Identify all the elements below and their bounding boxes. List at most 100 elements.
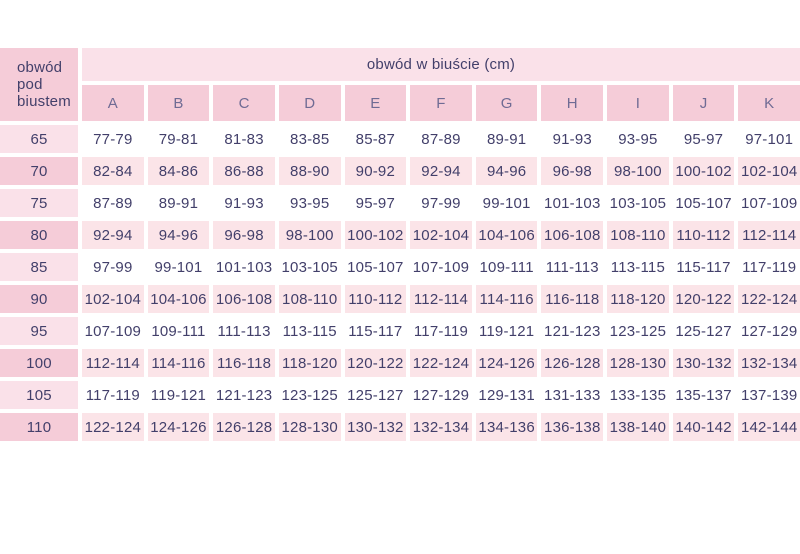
size-range-cell-70-j: 100-102	[672, 157, 735, 185]
size-range-cell-80-k: 112-114	[738, 221, 800, 249]
size-range-cell-100-b: 114-116	[147, 349, 210, 377]
underbust-header-label: obwód pod biustem	[17, 59, 71, 110]
size-range-cell-65-i: 93-95	[618, 130, 658, 148]
size-range-cell-85-b: 99-101	[154, 258, 203, 276]
size-range-cell-90-i: 118-120	[607, 285, 669, 313]
size-range-cell-70-e: 90-92	[344, 157, 407, 185]
size-range-cell-100-h: 126-128	[541, 349, 604, 377]
size-range-cell-110-d: 128-130	[278, 413, 341, 441]
size-range-cell-75-i: 103-105	[609, 194, 667, 212]
size-range-cell-75-a: 87-89	[93, 194, 133, 212]
size-range-cell-90-k: 122-124	[738, 285, 800, 313]
size-range-cell-65-c: 81-83	[224, 130, 264, 148]
size-range-cell-90-j: 120-122	[672, 285, 735, 313]
size-range-cell-70-i: 98-100	[607, 157, 669, 185]
size-range-cell-85-h: 111-113	[545, 258, 599, 276]
size-range-cell-90-h: 116-118	[541, 285, 604, 313]
size-range-cell-110-g: 134-136	[475, 413, 538, 441]
size-range-cell-65-j: 95-97	[683, 130, 724, 148]
size-range-cell-90-g: 114-116	[475, 285, 538, 313]
size-range-cell-80-d: 98-100	[278, 221, 341, 249]
size-range-cell-70-b: 84-86	[147, 157, 210, 185]
size-range-cell-100-j: 130-132	[672, 349, 735, 377]
size-range-cell-85-k: 117-119	[742, 258, 797, 276]
size-range-cell-100-f: 122-124	[410, 349, 472, 377]
size-range-cell-95-a: 107-109	[84, 322, 142, 340]
size-range-cell-75-h: 101-103	[544, 194, 601, 212]
size-range-cell-95-h: 121-123	[544, 322, 601, 340]
size-range-cell-70-f: 92-94	[410, 157, 472, 185]
size-range-cell-70-k: 102-104	[738, 157, 800, 185]
size-range-cell-90-a: 102-104	[82, 285, 144, 313]
size-range-cell-80-e: 100-102	[344, 221, 407, 249]
cup-header-k: K	[738, 85, 800, 121]
size-range-cell-105-c: 121-123	[215, 386, 273, 404]
size-range-cell-75-k: 107-109	[740, 194, 798, 212]
size-range-cell-75-f: 97-99	[421, 194, 461, 212]
underbust-cell-80: 80	[0, 221, 78, 249]
size-range-cell-105-a: 117-119	[85, 386, 140, 404]
size-range-cell-110-e: 130-132	[344, 413, 407, 441]
underbust-cell-65: 65	[0, 125, 78, 153]
size-range-cell-75-b: 89-91	[158, 194, 199, 212]
underbust-cell-90: 90	[0, 285, 78, 313]
underbust-cell-85: 85	[0, 253, 78, 281]
size-range-cell-70-c: 86-88	[213, 157, 275, 185]
size-chart-page: obwód pod biustem obwód w biuście (cm) A…	[0, 48, 800, 554]
cup-header-g: G	[475, 85, 538, 121]
size-range-cell-100-c: 116-118	[213, 349, 275, 377]
size-range-cell-85-i: 113-115	[610, 258, 666, 276]
size-range-cell-75-c: 91-93	[224, 194, 264, 212]
size-range-cell-110-a: 122-124	[82, 413, 144, 441]
cup-header-e: E	[344, 85, 407, 121]
size-range-cell-65-f: 87-89	[421, 130, 461, 148]
cup-header-b: B	[147, 85, 210, 121]
size-range-cell-90-c: 106-108	[213, 285, 275, 313]
size-range-cell-90-e: 110-112	[344, 285, 407, 313]
underbust-cell-75: 75	[0, 189, 78, 217]
bust-circumference-header-label: obwód w biuście (cm)	[366, 56, 516, 73]
bust-circumference-header-cell: obwód w biuście (cm)	[82, 48, 800, 81]
size-range-cell-80-c: 96-98	[213, 221, 275, 249]
size-range-cell-110-f: 132-134	[410, 413, 472, 441]
size-range-cell-80-g: 104-106	[475, 221, 538, 249]
size-range-cell-90-d: 108-110	[278, 285, 341, 313]
size-range-cell-90-f: 112-114	[410, 285, 472, 313]
cup-header-h: H	[541, 85, 604, 121]
size-range-cell-85-e: 105-107	[347, 258, 404, 276]
size-range-cell-95-j: 125-127	[675, 322, 732, 340]
size-range-cell-110-b: 124-126	[147, 413, 210, 441]
size-range-cell-75-j: 105-107	[675, 194, 732, 212]
size-range-cell-70-d: 88-90	[278, 157, 341, 185]
size-range-cell-65-g: 89-91	[486, 130, 527, 148]
size-range-cell-105-i: 133-135	[609, 386, 667, 404]
underbust-cell-110: 110	[0, 413, 78, 441]
size-range-cell-100-i: 128-130	[607, 349, 669, 377]
size-range-cell-80-j: 110-112	[672, 221, 735, 249]
underbust-cell-70: 70	[0, 157, 78, 185]
size-range-cell-70-a: 82-84	[82, 157, 144, 185]
size-range-cell-100-d: 118-120	[278, 349, 341, 377]
size-range-cell-95-g: 119-121	[478, 322, 535, 340]
cup-header-c: C	[213, 85, 275, 121]
size-range-cell-80-b: 94-96	[147, 221, 210, 249]
size-range-cell-65-d: 83-85	[290, 130, 330, 148]
cup-header-j: J	[672, 85, 735, 121]
size-range-cell-110-h: 136-138	[541, 413, 604, 441]
size-range-cell-85-a: 97-99	[93, 258, 133, 276]
size-range-cell-65-h: 91-93	[552, 130, 592, 148]
size-range-cell-80-h: 106-108	[541, 221, 604, 249]
size-range-cell-70-g: 94-96	[475, 157, 538, 185]
size-range-cell-85-f: 107-109	[412, 258, 470, 276]
underbust-header-cell: obwód pod biustem	[0, 48, 78, 121]
size-range-cell-100-e: 120-122	[344, 349, 407, 377]
size-range-cell-105-h: 131-133	[544, 386, 601, 404]
size-range-cell-105-g: 129-131	[478, 386, 535, 404]
size-range-cell-105-b: 119-121	[150, 386, 207, 404]
size-range-cell-105-e: 125-127	[347, 386, 404, 404]
underbust-cell-100: 100	[0, 349, 78, 377]
size-range-cell-80-i: 108-110	[607, 221, 669, 249]
size-range-cell-105-k: 137-139	[740, 386, 798, 404]
size-range-cell-110-j: 140-142	[672, 413, 735, 441]
size-range-cell-110-k: 142-144	[738, 413, 800, 441]
